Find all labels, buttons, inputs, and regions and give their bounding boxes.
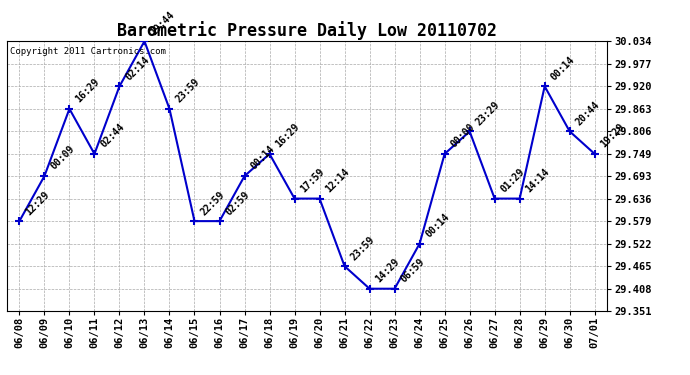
Text: 14:29: 14:29 xyxy=(374,257,402,285)
Text: 20:44: 20:44 xyxy=(574,99,602,127)
Text: 02:14: 02:14 xyxy=(124,54,152,82)
Text: 22:59: 22:59 xyxy=(199,189,226,217)
Text: 00:00: 00:00 xyxy=(448,122,477,150)
Text: 16:29: 16:29 xyxy=(274,122,302,150)
Text: 01:29: 01:29 xyxy=(499,166,526,194)
Text: 23:59: 23:59 xyxy=(348,234,377,262)
Text: 16:29: 16:29 xyxy=(74,77,101,105)
Text: 02:44: 02:44 xyxy=(99,122,126,150)
Text: 19:29: 19:29 xyxy=(599,122,627,150)
Text: 00:14: 00:14 xyxy=(248,144,277,172)
Text: 23:29: 23:29 xyxy=(474,99,502,127)
Text: 23:59: 23:59 xyxy=(174,77,201,105)
Text: 12:14: 12:14 xyxy=(324,166,352,194)
Text: 06:59: 06:59 xyxy=(399,257,426,285)
Text: 00:14: 00:14 xyxy=(549,54,577,82)
Text: 02:59: 02:59 xyxy=(224,189,252,217)
Text: 12:29: 12:29 xyxy=(23,189,52,217)
Text: 19:44: 19:44 xyxy=(148,9,177,37)
Text: 17:59: 17:59 xyxy=(299,166,326,194)
Text: 14:14: 14:14 xyxy=(524,166,552,194)
Text: 00:09: 00:09 xyxy=(48,144,77,172)
Title: Barometric Pressure Daily Low 20110702: Barometric Pressure Daily Low 20110702 xyxy=(117,21,497,40)
Text: Copyright 2011 Cartronics.com: Copyright 2011 Cartronics.com xyxy=(10,46,166,56)
Text: 00:14: 00:14 xyxy=(424,211,452,240)
